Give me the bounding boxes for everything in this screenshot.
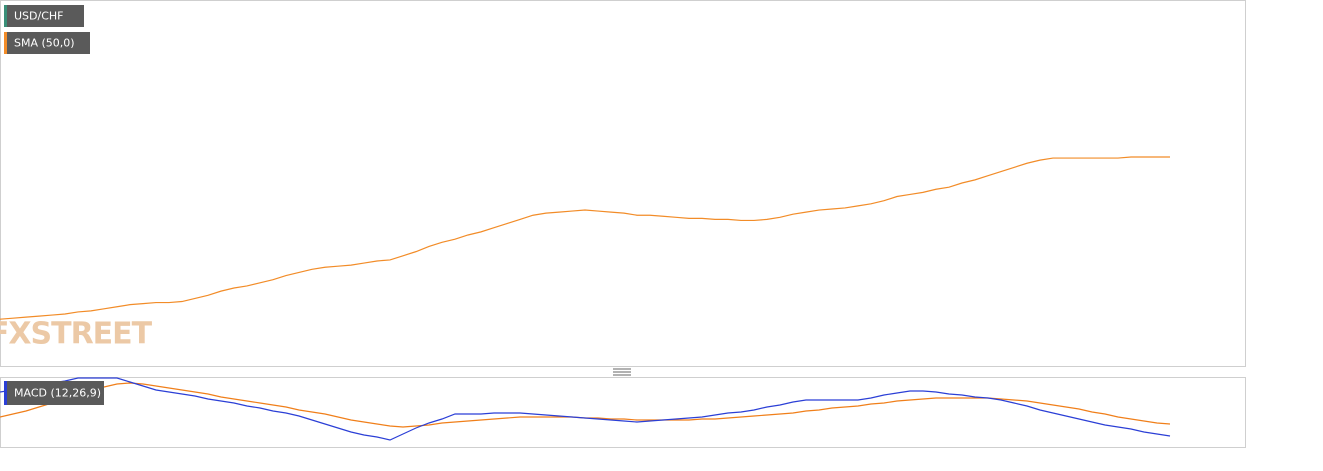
pane-handle[interactable] — [613, 368, 631, 376]
sma-line — [0, 156, 1170, 320]
legend-label: SMA (50,0) — [14, 37, 75, 50]
macd-label: MACD (12,26,9) — [14, 387, 101, 400]
symbol-label: USD/CHF — [14, 10, 64, 23]
sma-badge: SMA (50,0) — [4, 32, 90, 54]
signal-line — [0, 382, 1171, 428]
price-pane — [0, 0, 1246, 367]
macd-badge: MACD (12,26,9) — [4, 381, 104, 405]
macd-pane — [0, 377, 1246, 448]
watermark: FXSTREET — [0, 317, 153, 352]
symbol-badge: USD/CHF — [4, 5, 84, 27]
macd-line — [0, 377, 1171, 441]
